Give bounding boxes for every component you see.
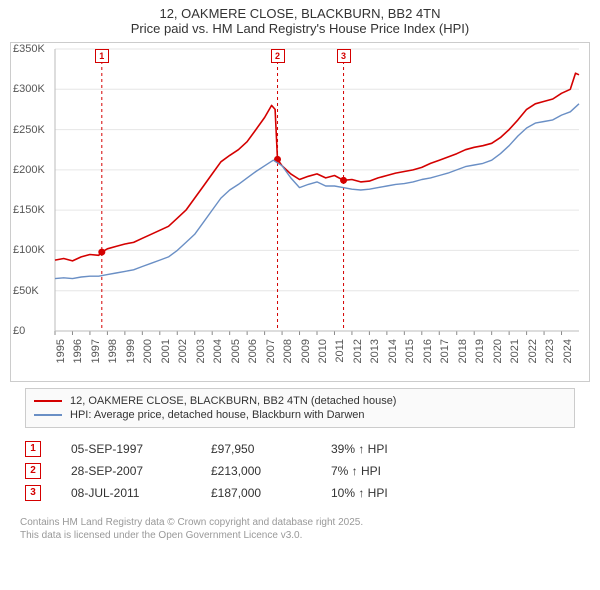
x-axis-tick-label: 2014 bbox=[387, 339, 399, 363]
x-axis-tick-label: 2002 bbox=[177, 339, 189, 363]
legend-label: 12, OAKMERE CLOSE, BLACKBURN, BB2 4TN (d… bbox=[70, 395, 396, 407]
x-axis-tick-label: 2010 bbox=[317, 339, 329, 363]
x-axis-tick-label: 2017 bbox=[439, 339, 451, 363]
sale-marker-badge: 3 bbox=[337, 49, 351, 63]
x-axis-tick-label: 2004 bbox=[212, 339, 224, 363]
x-axis-tick-label: 2003 bbox=[195, 339, 207, 363]
legend-label: HPI: Average price, detached house, Blac… bbox=[70, 409, 365, 421]
footer-line-1: Contains HM Land Registry data © Crown c… bbox=[20, 516, 580, 529]
x-axis-tick-label: 2018 bbox=[457, 339, 469, 363]
sale-date: 08-JUL-2011 bbox=[71, 486, 181, 500]
sale-price: £97,950 bbox=[211, 442, 301, 456]
x-axis-tick-label: 2005 bbox=[230, 339, 242, 363]
x-axis-tick-label: 1997 bbox=[90, 339, 102, 363]
y-axis-tick-label: £200K bbox=[13, 164, 45, 176]
sale-vs-hpi: 10% ↑ HPI bbox=[331, 486, 388, 500]
x-axis-tick-label: 1998 bbox=[107, 339, 119, 363]
sale-vs-hpi: 7% ↑ HPI bbox=[331, 464, 381, 478]
sale-badge: 3 bbox=[25, 485, 41, 501]
y-axis-tick-label: £100K bbox=[13, 244, 45, 256]
x-axis-tick-label: 2009 bbox=[300, 339, 312, 363]
price-chart: £0 £50K £100K £150K £200K £250K £300K £350K 1995… bbox=[10, 42, 590, 382]
legend-item-hpi: HPI: Average price, detached house, Blac… bbox=[34, 408, 566, 422]
x-axis-tick-label: 2008 bbox=[282, 339, 294, 363]
title-line-2: Price paid vs. HM Land Registry's House … bbox=[10, 21, 590, 36]
footer-line-2: This data is licensed under the Open Gov… bbox=[20, 529, 580, 542]
sale-row: 2 28-SEP-2007 £213,000 7% ↑ HPI bbox=[25, 460, 575, 482]
x-axis-tick-label: 2021 bbox=[509, 339, 521, 363]
x-axis-tick-label: 1995 bbox=[55, 339, 67, 363]
title-line-1: 12, OAKMERE CLOSE, BLACKBURN, BB2 4TN bbox=[10, 6, 590, 21]
x-axis-tick-label: 2020 bbox=[492, 339, 504, 363]
x-axis-tick-label: 2006 bbox=[247, 339, 259, 363]
x-axis-tick-label: 2001 bbox=[160, 339, 172, 363]
sale-row: 3 08-JUL-2011 £187,000 10% ↑ HPI bbox=[25, 482, 575, 504]
x-axis-tick-label: 2019 bbox=[474, 339, 486, 363]
y-axis-tick-label: £300K bbox=[13, 83, 45, 95]
attribution-footer: Contains HM Land Registry data © Crown c… bbox=[20, 516, 580, 542]
chart-title: 12, OAKMERE CLOSE, BLACKBURN, BB2 4TN Pr… bbox=[0, 0, 600, 38]
x-axis-tick-label: 2013 bbox=[369, 339, 381, 363]
x-axis-tick-label: 1999 bbox=[125, 339, 137, 363]
x-axis-tick-label: 2022 bbox=[527, 339, 539, 363]
y-axis-tick-label: £150K bbox=[13, 204, 45, 216]
y-axis-tick-label: £250K bbox=[13, 124, 45, 136]
y-axis-tick-label: £50K bbox=[13, 285, 39, 297]
sale-marker-badge: 1 bbox=[95, 49, 109, 63]
legend: 12, OAKMERE CLOSE, BLACKBURN, BB2 4TN (d… bbox=[25, 388, 575, 428]
x-axis-tick-label: 2000 bbox=[142, 339, 154, 363]
legend-swatch bbox=[34, 414, 62, 416]
x-axis-tick-label: 2023 bbox=[544, 339, 556, 363]
sale-vs-hpi: 39% ↑ HPI bbox=[331, 442, 388, 456]
x-axis-tick-label: 2016 bbox=[422, 339, 434, 363]
legend-swatch bbox=[34, 400, 62, 402]
x-axis-tick-label: 2024 bbox=[562, 339, 574, 363]
y-axis-tick-label: £350K bbox=[13, 43, 45, 55]
legend-item-price-paid: 12, OAKMERE CLOSE, BLACKBURN, BB2 4TN (d… bbox=[34, 394, 566, 408]
sale-date: 05-SEP-1997 bbox=[71, 442, 181, 456]
x-axis-tick-label: 2007 bbox=[265, 339, 277, 363]
sale-row: 1 05-SEP-1997 £97,950 39% ↑ HPI bbox=[25, 438, 575, 460]
sale-badge: 1 bbox=[25, 441, 41, 457]
x-axis-tick-label: 2011 bbox=[334, 339, 346, 363]
x-axis-tick-label: 2012 bbox=[352, 339, 364, 363]
y-axis-tick-label: £0 bbox=[13, 325, 25, 337]
sale-marker-badge: 2 bbox=[271, 49, 285, 63]
x-axis-tick-label: 2015 bbox=[404, 339, 416, 363]
sale-badge: 2 bbox=[25, 463, 41, 479]
x-axis-tick-label: 1996 bbox=[72, 339, 84, 363]
sale-price: £213,000 bbox=[211, 464, 301, 478]
chart-canvas bbox=[11, 43, 589, 381]
sale-price: £187,000 bbox=[211, 486, 301, 500]
sale-date: 28-SEP-2007 bbox=[71, 464, 181, 478]
sales-table: 1 05-SEP-1997 £97,950 39% ↑ HPI 2 28-SEP… bbox=[25, 438, 575, 504]
